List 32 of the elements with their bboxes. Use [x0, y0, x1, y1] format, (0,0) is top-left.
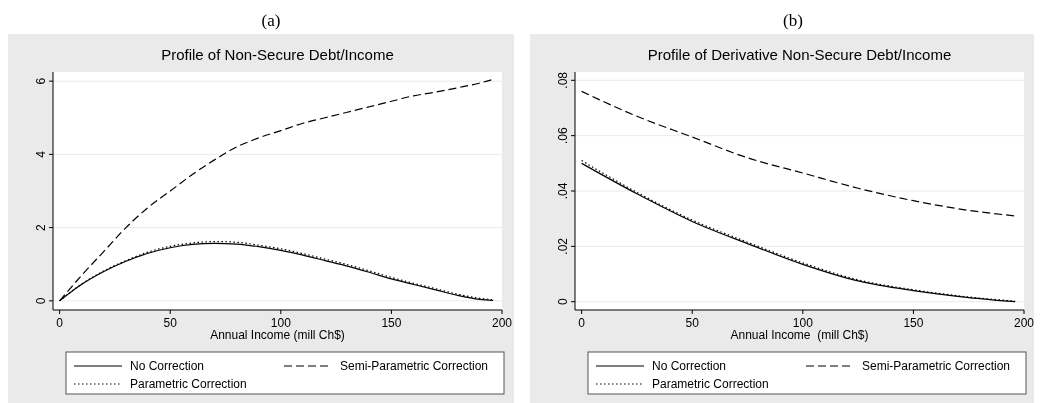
y-tick-label: .04	[556, 182, 570, 200]
y-tick-label: .02	[556, 237, 570, 255]
text: (b)	[783, 11, 803, 30]
y-tick-label: 0	[556, 298, 570, 306]
x-tick-label: 50	[163, 316, 178, 330]
x-tick-label: 200	[491, 316, 513, 330]
chart-title: Profile of Derivative Non-Secure Debt/Income	[647, 46, 952, 63]
x-tick-label: 0	[578, 316, 586, 330]
y-tick-label: 6	[34, 77, 48, 85]
y-tick-label: 0	[34, 297, 48, 305]
x-tick-label: 150	[381, 316, 402, 330]
x-axis-title: Annual Income (mill Ch$)	[730, 328, 869, 342]
legend-label: Parametric Correction	[652, 377, 769, 391]
chart-title: Profile of Non-Secure Debt/Income	[161, 46, 394, 63]
legend-label: No Correction	[130, 359, 205, 373]
x-tick-label: 50	[685, 316, 700, 330]
y-tick-label: 4	[34, 150, 48, 158]
legend-label: No Correction	[652, 359, 727, 373]
x-tick-label: 100	[792, 316, 814, 330]
y-tick-label: .06	[556, 126, 570, 144]
x-tick-label: 150	[903, 316, 924, 330]
text: (a)	[261, 11, 281, 30]
y-tick-label: .08	[556, 71, 570, 89]
x-axis-title: Annual Income (mill Ch$)	[210, 328, 345, 342]
legend-label: Semi-Parametric Correction	[862, 359, 1011, 373]
legend-label: Semi-Parametric Correction	[340, 359, 489, 373]
x-tick-label: 100	[270, 316, 292, 330]
line-series	[581, 90, 1016, 217]
x-tick-label: 0	[56, 316, 64, 330]
legend-label: Parametric Correction	[130, 377, 247, 391]
x-tick-label: 200	[1013, 316, 1035, 330]
y-tick-label: 2	[34, 223, 48, 231]
